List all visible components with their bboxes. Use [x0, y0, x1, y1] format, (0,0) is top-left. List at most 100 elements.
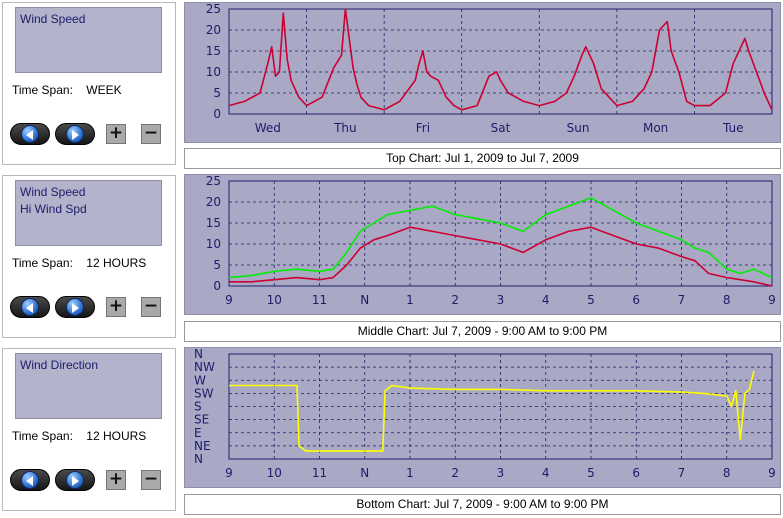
- x-tick-label: 1: [406, 466, 414, 480]
- series-line-hi-wind-spd: [228, 196, 773, 279]
- x-tick-label: 7: [678, 466, 686, 480]
- x-tick-label: Tue: [722, 121, 744, 135]
- left-arrow-icon: [21, 471, 39, 489]
- y-tick-label: NE: [194, 439, 211, 453]
- time-span-label: Time Span:: [12, 83, 73, 97]
- x-tick-label: 9: [225, 293, 233, 307]
- time-span-value: 12 HOURS: [86, 429, 147, 443]
- x-tick-label: 10: [267, 293, 282, 307]
- x-tick-label: 5: [587, 466, 595, 480]
- zoom-in-button[interactable]: +: [106, 124, 126, 144]
- top-chart-svg: 0 5 10 15 20 25 Wed Thu Fri Sat Sun Mon Tue: [206, 3, 773, 135]
- y-tick-label: S: [194, 400, 202, 414]
- x-tick-label: 6: [632, 293, 640, 307]
- y-tick-label: 5: [213, 258, 221, 272]
- time-span: Time Span: WEEK: [12, 83, 122, 97]
- y-tick-label: N: [194, 452, 203, 466]
- y-tick-label: 5: [213, 86, 221, 100]
- x-tick-label: 11: [312, 293, 327, 307]
- y-tick-label: 15: [206, 44, 221, 58]
- right-arrow-icon: [66, 471, 84, 489]
- y-tick-label: 15: [206, 216, 221, 230]
- x-tick-label: 11: [312, 466, 327, 480]
- x-tick-label: Thu: [333, 121, 357, 135]
- chart-controls: + −: [10, 469, 170, 495]
- x-tick-label: 9: [768, 293, 776, 307]
- left-arrow-icon: [21, 125, 39, 143]
- time-span-label: Time Span:: [12, 429, 73, 443]
- bottom-legend-panel: Wind Direction Time Span: 12 HOURS + −: [2, 348, 176, 511]
- previous-button[interactable]: [10, 296, 50, 318]
- x-tick-label: 4: [542, 293, 550, 307]
- previous-button[interactable]: [10, 469, 50, 491]
- previous-button[interactable]: [10, 123, 50, 145]
- x-tick-label: Wed: [255, 121, 281, 135]
- y-tick-label: 10: [206, 237, 221, 251]
- chart-controls: + −: [10, 123, 170, 149]
- legend-entry-hi-wind-spd: Hi Wind Spd: [20, 202, 87, 216]
- y-tick-label: N: [194, 348, 203, 361]
- x-tick-label: 9: [768, 466, 776, 480]
- y-tick-label: SE: [194, 413, 209, 427]
- series-line-wind-speed: [228, 8, 773, 111]
- right-arrow-icon: [66, 125, 84, 143]
- bottom-legend-box: Wind Direction: [15, 353, 162, 419]
- top-legend-panel: Wind Speed Time Span: WEEK + −: [2, 2, 176, 165]
- x-tick-label: Sat: [491, 121, 511, 135]
- top-chart[interactable]: 0 5 10 15 20 25 Wed Thu Fri Sat Sun Mon Tue: [184, 2, 781, 143]
- x-tick-label: 2: [451, 466, 459, 480]
- zoom-in-button[interactable]: +: [106, 297, 126, 317]
- y-tick-label: 10: [206, 65, 221, 79]
- y-tick-label: SW: [194, 386, 214, 400]
- x-tick-label: 1: [406, 293, 414, 307]
- chart-controls: + −: [10, 296, 170, 322]
- zoom-out-button[interactable]: −: [141, 470, 161, 490]
- x-tick-label: 9: [225, 466, 233, 480]
- legend-entry-wind-speed: Wind Speed: [20, 12, 86, 26]
- legend-entry-wind-speed: Wind Speed: [20, 185, 86, 199]
- bottom-chart[interactable]: N NE E SE S SW W NW N 9 10 11 N 1 2 3 4 5 6 7 8 9: [184, 347, 781, 488]
- y-tick-label: E: [194, 426, 202, 440]
- y-tick-label: 0: [213, 107, 221, 121]
- y-tick-label: 20: [206, 195, 221, 209]
- time-span: Time Span: 12 HOURS: [12, 429, 146, 443]
- x-tick-label: 10: [267, 466, 282, 480]
- bottom-chart-caption: Bottom Chart: Jul 7, 2009 - 9:00 AM to 9…: [184, 494, 781, 515]
- x-tick-label: 3: [497, 293, 505, 307]
- y-tick-label: 0: [213, 279, 221, 293]
- right-arrow-icon: [66, 298, 84, 316]
- legend-entry-wind-direction: Wind Direction: [20, 358, 99, 372]
- plot-area: [228, 8, 773, 115]
- zoom-in-button[interactable]: +: [106, 470, 126, 490]
- time-span: Time Span: 12 HOURS: [12, 256, 146, 270]
- y-tick-label: 25: [206, 3, 221, 16]
- x-tick-label: 3: [497, 466, 505, 480]
- x-tick-label: 5: [587, 293, 595, 307]
- series-line-wind-speed: [229, 226, 773, 287]
- x-tick-label: N: [360, 466, 369, 480]
- x-tick-label: 6: [632, 466, 640, 480]
- next-button[interactable]: [55, 469, 95, 491]
- middle-chart-svg: 0 5 10 15 20 25 9 10 11 N 1 2 3 4 5 6 7 8 9: [206, 175, 776, 307]
- x-tick-label: Fri: [416, 121, 430, 135]
- zoom-out-button[interactable]: −: [141, 297, 161, 317]
- y-tick-label: 20: [206, 23, 221, 37]
- x-tick-label: 7: [678, 293, 686, 307]
- middle-chart[interactable]: 0 5 10 15 20 25 9 10 11 N 1 2 3 4 5 6 7 8 9: [184, 174, 781, 315]
- top-legend-box: Wind Speed: [15, 7, 162, 73]
- zoom-out-button[interactable]: −: [141, 124, 161, 144]
- y-tick-label: 25: [206, 175, 221, 188]
- x-tick-label: 4: [542, 466, 550, 480]
- x-tick-label: Mon: [643, 121, 668, 135]
- next-button[interactable]: [55, 296, 95, 318]
- next-button[interactable]: [55, 123, 95, 145]
- middle-chart-caption: Middle Chart: Jul 7, 2009 - 9:00 AM to 9…: [184, 321, 781, 342]
- top-chart-caption: Top Chart: Jul 1, 2009 to Jul 7, 2009: [184, 148, 781, 169]
- x-tick-label: 8: [723, 293, 731, 307]
- time-span-value: 12 HOURS: [86, 256, 147, 270]
- y-tick-label: NW: [194, 360, 215, 374]
- x-tick-label: 8: [723, 466, 731, 480]
- time-span-value: WEEK: [86, 83, 122, 97]
- x-tick-label: Sun: [567, 121, 590, 135]
